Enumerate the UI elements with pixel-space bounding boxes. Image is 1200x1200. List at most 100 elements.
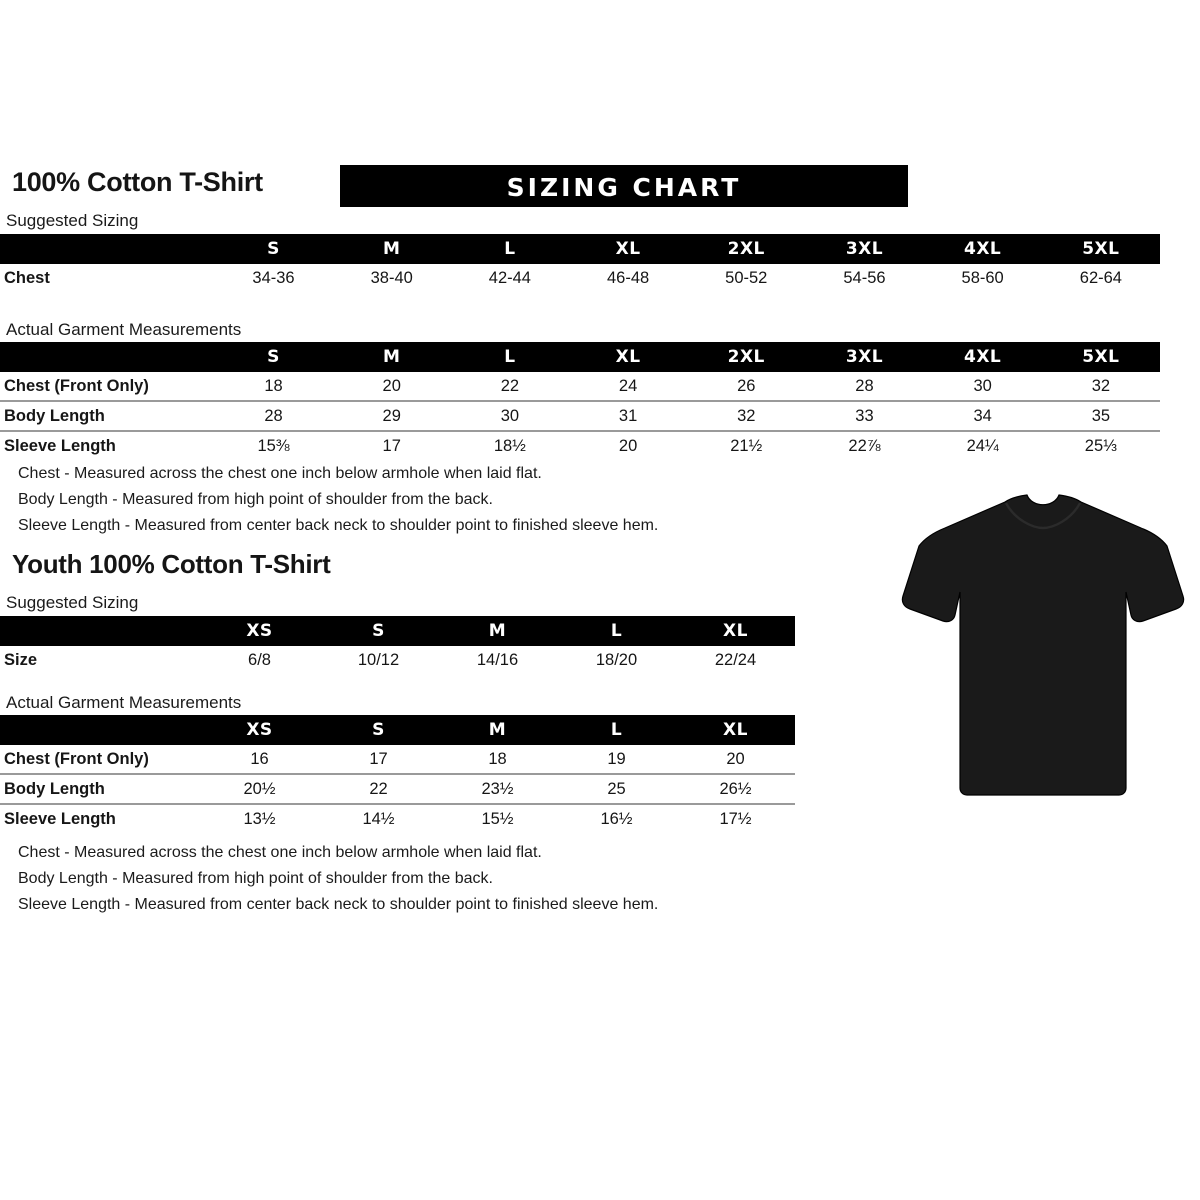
column-header-s: S [372,720,385,740]
row-label-body-length: Body Length [0,401,215,432]
cell-sleevelength-xs: 13½ [243,809,276,828]
adult-suggested-sizing-table: S M L XL 2XL 3XL 4XL 5XL Chest 34-36 38-… [0,234,1160,292]
column-header-4xl: 4XL [964,347,1002,367]
cell-sleevelength-3xl: 22⅞ [848,436,881,455]
note-body-length: Body Length - Measured from high point o… [18,491,493,508]
column-header-m: M [382,347,401,367]
cell-chestfront-m: 20 [332,372,451,402]
column-header-s: S [372,621,385,641]
cell-bodylength-l: 30 [450,401,569,432]
cell-sleevelength-5xl: 25⅓ [1084,436,1117,455]
cell-chestfront-2xl: 26 [687,372,806,402]
cell-bodylength-xl: 31 [568,401,688,432]
table-header-row: XS S M L XL [0,715,795,745]
cell-chest-3xl: 54-56 [843,268,886,287]
table-row: Sleeve Length 15⅜ 17 18½ 20 21½ 22⅞ 24¼ … [0,431,1160,460]
youth-actual-measurements-table: XS S M L XL Chest (Front Only) 16 17 18 … [0,715,795,833]
note-sleeve-length: Sleeve Length - Measured from center bac… [18,517,659,534]
row-label-chest-front-only: Chest (Front Only) [0,372,215,402]
cell-bodylength-l: 25 [557,774,676,805]
cell-chest-s: 34-36 [252,268,295,287]
table-row: Size 6/8 10/12 14/16 18/20 22/24 [0,646,795,674]
youth-suggested-sizing-label: Suggested Sizing [6,593,139,612]
column-header-xl: XL [615,239,641,259]
cell-chestfront-m: 18 [438,745,557,775]
cell-size-l: 18/20 [595,650,638,669]
cell-chestfront-s: 18 [214,372,333,402]
column-header-xl: XL [723,621,748,641]
column-header-4xl: 4XL [964,239,1002,259]
cell-sleevelength-s: 15⅜ [257,436,290,455]
table-row: Sleeve Length 13½ 14½ 15½ 16½ 17½ [0,804,795,833]
row-label-body-length: Body Length [0,774,200,805]
column-header-xl: XL [615,347,641,367]
column-header-rowlabel [0,234,214,264]
cell-chestfront-l: 22 [450,372,569,402]
cell-size-s: 10/12 [357,650,400,669]
cell-bodylength-2xl: 32 [687,401,806,432]
column-header-xs: XS [246,720,273,740]
column-header-3xl: 3XL [845,239,884,259]
cell-bodylength-m: 23½ [438,774,557,805]
column-header-rowlabel [0,342,214,372]
tshirt-collar-shape [1004,502,1082,530]
cell-sleevelength-m: 17 [382,436,401,455]
column-header-s: S [267,347,280,367]
note-chest: Chest - Measured across the chest one in… [18,465,542,482]
table-row: Body Length 28 29 30 31 32 33 34 35 [0,401,1160,432]
adult-actual-measurements-label: Actual Garment Measurements [6,320,242,339]
cell-chestfront-xl: 20 [676,745,795,775]
youth-measurement-notes: Chest - Measured across the chest one in… [18,840,658,918]
column-header-2xl: 2XL [727,239,765,259]
cell-chestfront-5xl: 32 [1041,372,1160,402]
row-label-sleeve-length: Sleeve Length [4,436,116,455]
cell-chestfront-4xl: 30 [923,372,1042,402]
adult-suggested-sizing-label: Suggested Sizing [6,211,139,230]
cell-sleevelength-4xl: 24¼ [966,436,999,455]
youth-actual-measurements-label: Actual Garment Measurements [6,693,242,712]
cell-bodylength-xs: 20½ [200,774,319,805]
table-row: Chest (Front Only) 16 17 18 19 20 [0,745,795,775]
column-header-2xl: 2XL [727,347,765,367]
cell-sleevelength-s: 14½ [362,809,395,828]
cell-size-xl: 22/24 [714,650,757,669]
cell-chest-4xl: 58-60 [961,268,1004,287]
cell-chest-5xl: 62-64 [1079,268,1122,287]
cell-sleevelength-xl: 17½ [719,809,752,828]
table-header-row: S M L XL 2XL 3XL 4XL 5XL [0,234,1160,264]
page-title: 100% Cotton T-Shirt [12,167,263,197]
note-body-length: Body Length - Measured from high point o… [18,870,493,887]
column-header-rowlabel [0,616,200,646]
column-header-rowlabel [0,715,200,745]
cell-chest-xl: 46-48 [606,268,650,287]
row-label-chest: Chest [4,268,50,287]
table-header-row: S M L XL 2XL 3XL 4XL 5XL [0,342,1160,372]
tshirt-body-shape [901,494,1185,796]
adult-actual-measurements-table: S M L XL 2XL 3XL 4XL 5XL Chest (Front On… [0,342,1160,460]
youth-section-title: Youth 100% Cotton T-Shirt [12,549,331,579]
table-row: Chest (Front Only) 18 20 22 24 26 28 30 … [0,372,1160,402]
row-label-sleeve-length: Sleeve Length [4,809,116,828]
tshirt-illustration [893,470,1193,810]
column-header-l: L [504,347,516,367]
cell-bodylength-s: 22 [319,774,438,805]
cell-sleevelength-l: 16½ [600,809,633,828]
table-row: Body Length 20½ 22 23½ 25 26½ [0,774,795,805]
row-label-chest-front-only: Chest (Front Only) [0,745,200,775]
sizing-chart-banner: SIZING CHART [340,165,908,207]
sizing-chart-banner-label: SIZING CHART [506,173,742,202]
column-header-m: M [488,720,507,740]
cell-sleevelength-l: 18½ [493,436,526,455]
cell-chestfront-s: 17 [319,745,438,775]
cell-sleevelength-xl: 20 [618,436,638,455]
cell-bodylength-3xl: 33 [805,401,924,432]
cell-bodylength-4xl: 34 [923,401,1042,432]
column-header-m: M [488,621,507,641]
column-header-m: M [382,239,401,259]
cell-size-m: 14/16 [476,650,519,669]
cell-bodylength-m: 29 [332,401,451,432]
row-label-size: Size [4,650,38,669]
column-header-xl: XL [723,720,748,740]
cell-bodylength-s: 28 [214,401,333,432]
